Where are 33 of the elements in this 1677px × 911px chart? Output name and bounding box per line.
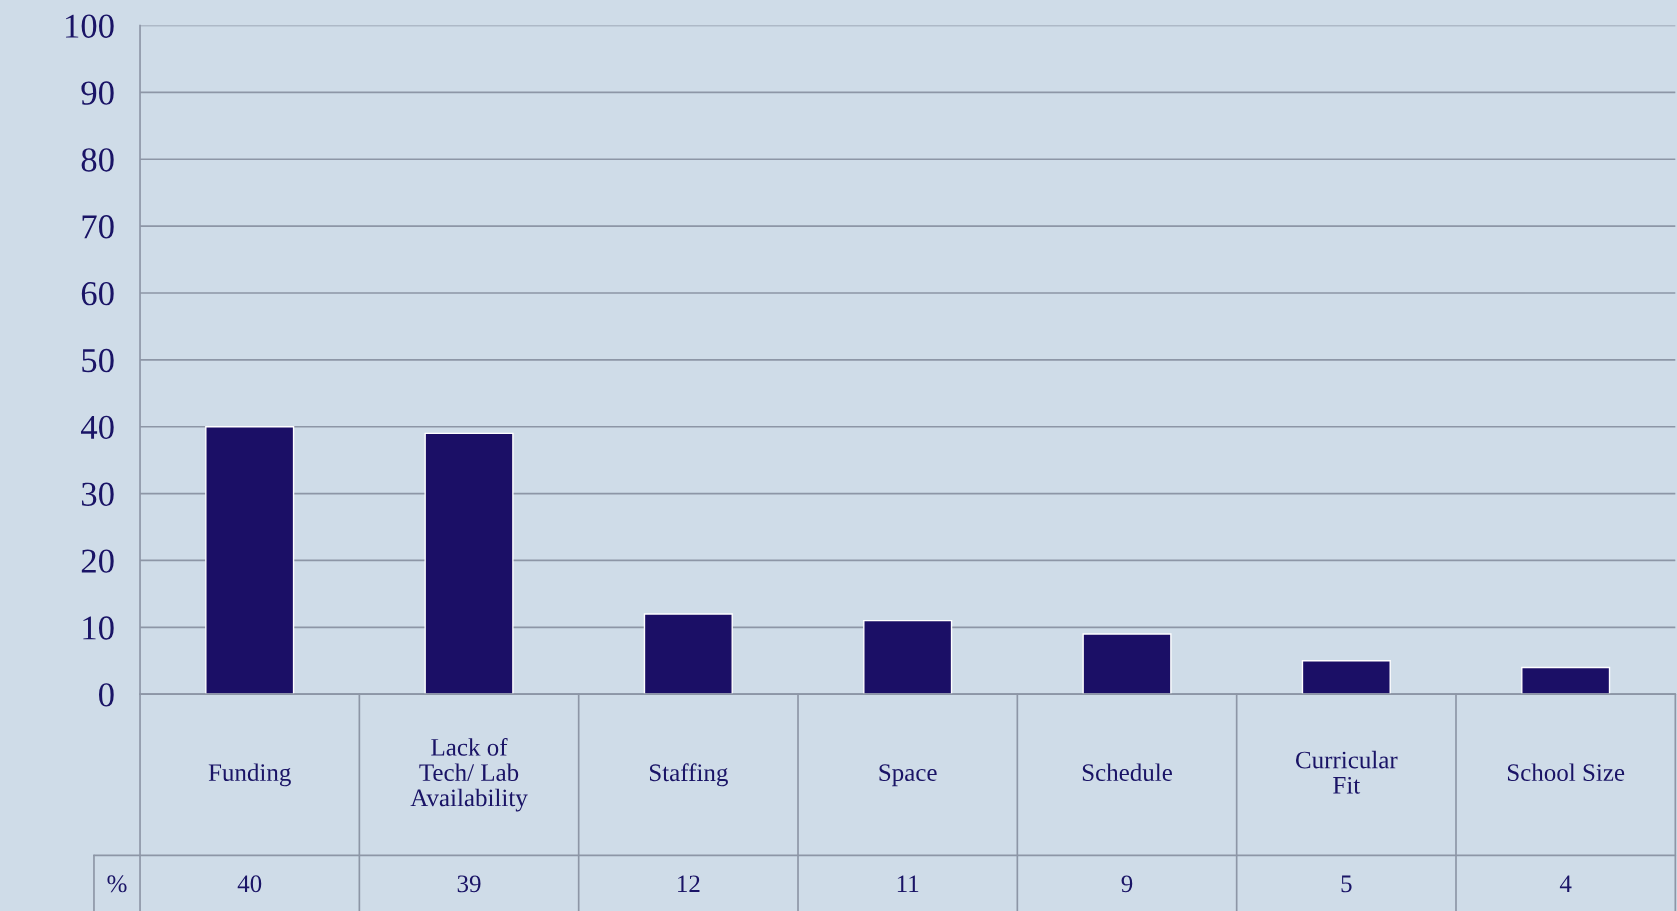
y-tick-label: 60 bbox=[81, 281, 114, 306]
y-tick-label: 90 bbox=[81, 81, 114, 105]
y-tick-label: 70 bbox=[82, 215, 114, 239]
bar bbox=[424, 432, 514, 695]
x-tick-label: Staffing bbox=[649, 763, 728, 787]
data-label: 12 bbox=[678, 875, 700, 892]
x-tick-label: Schedule bbox=[1082, 763, 1172, 782]
data-label: 39 bbox=[457, 875, 481, 893]
y-tick-label: 30 bbox=[81, 482, 114, 506]
y-tick-label: 100 bbox=[66, 14, 114, 38]
y-tick-label: 0 bbox=[98, 683, 114, 707]
y-tick-label: 20 bbox=[81, 549, 114, 573]
bar bbox=[205, 426, 295, 695]
bar bbox=[1301, 660, 1391, 695]
bar bbox=[1082, 633, 1172, 695]
y-tick-label: 80 bbox=[81, 148, 114, 172]
y-tick-label: 10 bbox=[83, 616, 114, 640]
data-label: 4 bbox=[1559, 875, 1572, 892]
bar bbox=[863, 619, 953, 695]
data-label: 40 bbox=[237, 875, 262, 893]
text: % bbox=[107, 875, 127, 893]
y-tick-label: 50 bbox=[82, 348, 114, 373]
x-tick-label: Lack of Tech/ Lab Availability bbox=[410, 737, 528, 812]
x-tick-label: Space bbox=[879, 764, 937, 787]
y-tick-label: 40 bbox=[80, 415, 114, 440]
x-tick-label: Curricular Fit bbox=[1295, 750, 1398, 794]
x-tick-label: Funding bbox=[208, 763, 291, 787]
data-label: 5 bbox=[1341, 875, 1352, 893]
data-label: 9 bbox=[1121, 875, 1133, 893]
bar bbox=[643, 613, 733, 695]
data-label: 11 bbox=[897, 875, 919, 892]
bar bbox=[1521, 666, 1611, 695]
x-tick-label: School Size bbox=[1507, 763, 1625, 782]
